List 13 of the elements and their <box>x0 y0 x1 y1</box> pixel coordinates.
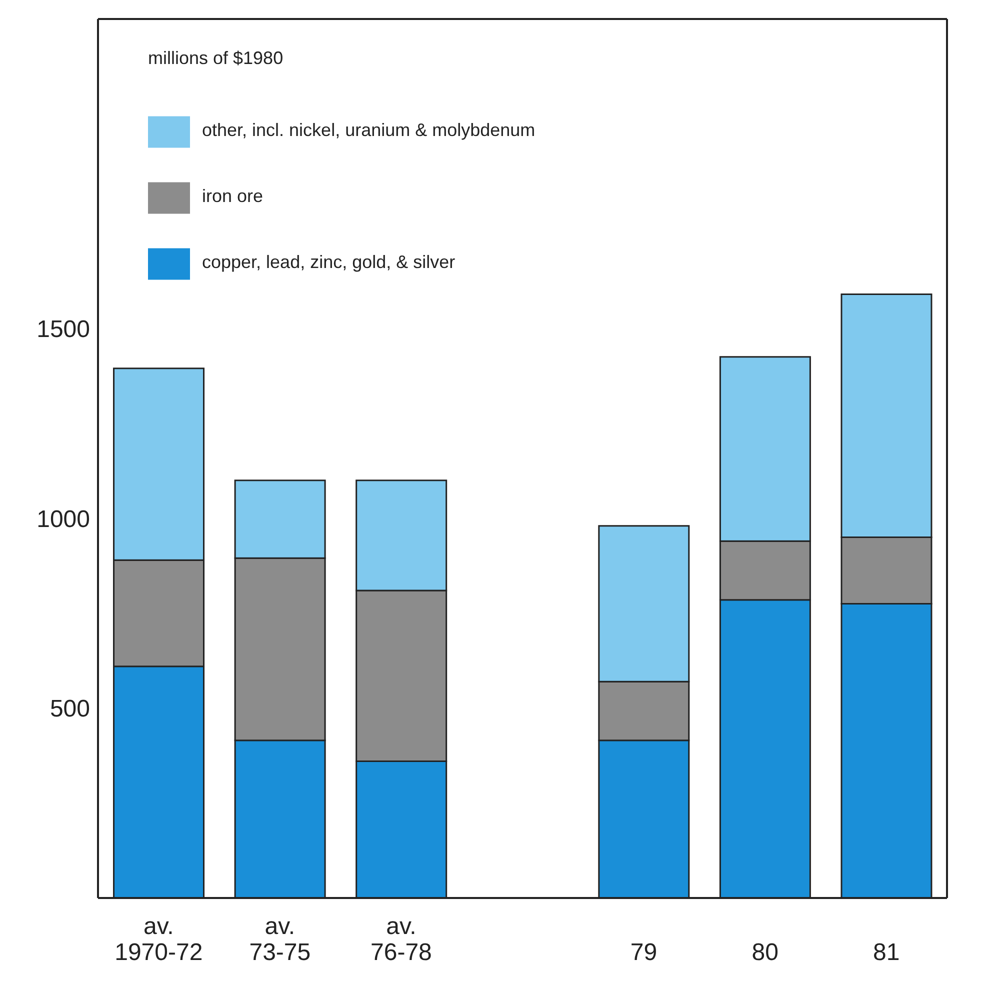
x-tick-label: av. 73-75 <box>249 913 311 966</box>
legend-label: iron ore <box>202 186 264 206</box>
legend-label: other, incl. nickel, uranium & molybdenum <box>202 120 536 140</box>
y-tick-label: 1000 <box>36 506 90 533</box>
x-tick-label: av. 1970-72 <box>114 913 203 966</box>
annotation: millions of $1980 <box>148 48 284 69</box>
y-tick-label: 1500 <box>36 316 90 343</box>
y-tick-label: 500 <box>50 696 90 723</box>
x-tick-label: 80 <box>752 939 778 966</box>
x-tick-label: 79 <box>630 939 658 966</box>
x-tick-label: av. 76-78 <box>370 913 432 966</box>
x-tick-label: 81 <box>873 939 900 966</box>
legend-label: copper, lead, zinc, gold, & silver <box>202 252 456 272</box>
